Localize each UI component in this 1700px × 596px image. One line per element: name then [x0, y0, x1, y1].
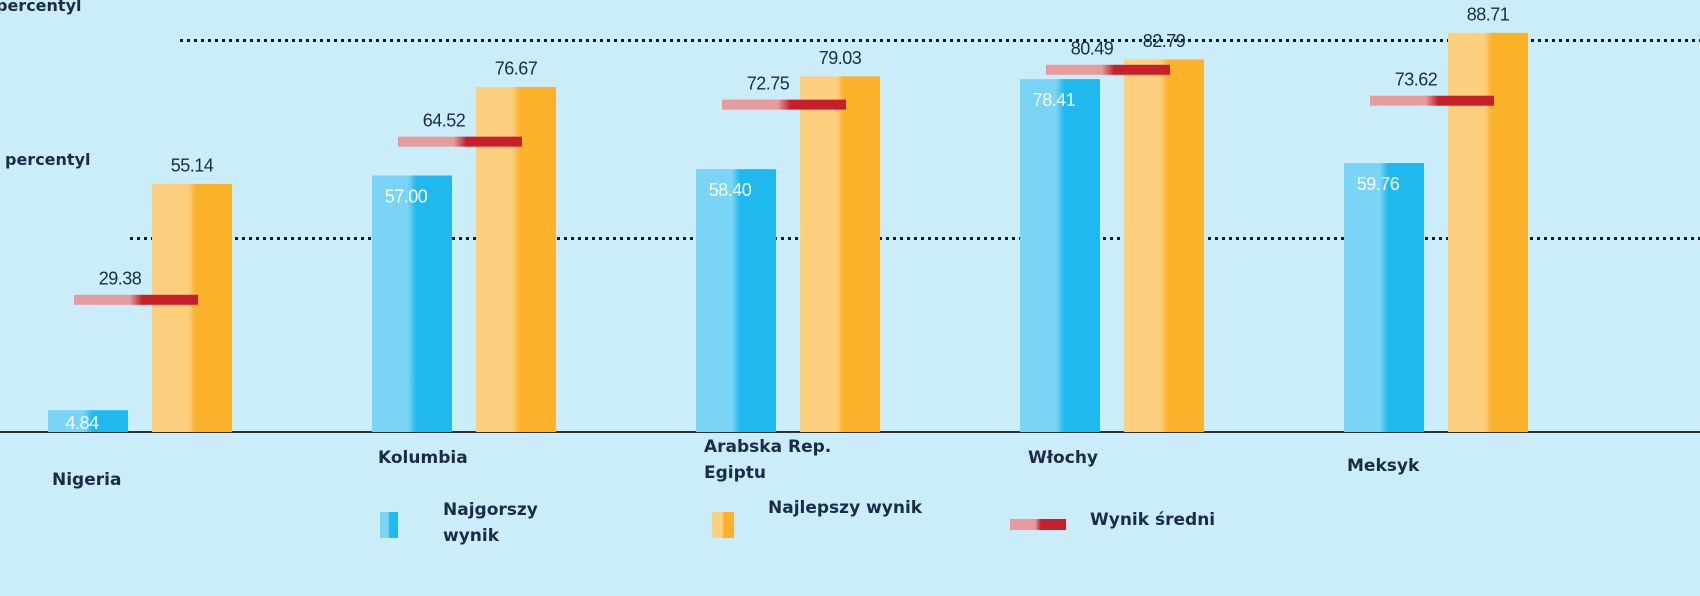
value-label: 82.79 — [1143, 31, 1186, 51]
marker — [74, 294, 198, 305]
legend-swatch — [712, 512, 734, 538]
bar — [1124, 59, 1204, 432]
category-label: Nigeria — [52, 470, 122, 490]
marker — [1046, 64, 1170, 75]
value-label: 4.84 — [65, 413, 99, 433]
legend-label: Najlepszy wynik — [768, 498, 923, 518]
marker — [1370, 95, 1494, 106]
value-label: 59.76 — [1357, 174, 1400, 194]
value-label: 29.38 — [99, 269, 142, 289]
value-label: 78.41 — [1033, 90, 1076, 110]
value-label: 58.40 — [709, 180, 752, 200]
bar — [152, 183, 232, 432]
value-label: 80.49 — [1071, 39, 1114, 59]
value-label: 57.00 — [385, 186, 428, 206]
bar — [696, 169, 776, 432]
category-label: Włochy — [1028, 448, 1099, 468]
category-label: Meksyk — [1347, 456, 1420, 476]
bar — [372, 175, 452, 432]
value-label: 72.75 — [747, 73, 790, 93]
legend-label: Najgorszy wynik — [443, 500, 538, 546]
marker — [722, 99, 846, 110]
category-label: Kolumbia — [378, 448, 468, 468]
value-label: 55.14 — [171, 156, 214, 176]
legend-label: Wynik średni — [1090, 510, 1216, 530]
value-label: 64.52 — [423, 110, 466, 130]
legend-swatch — [1010, 519, 1066, 530]
reference-label: y percentyl — [0, 0, 81, 15]
value-label: 79.03 — [819, 48, 862, 68]
reference-label: percentyl — [5, 150, 90, 169]
value-label: 76.67 — [495, 59, 538, 79]
value-label: 88.71 — [1467, 5, 1510, 25]
bar — [1448, 32, 1528, 433]
bar — [48, 410, 128, 432]
bar — [800, 76, 880, 433]
category-label: Arabska Rep. Egiptu — [704, 437, 832, 483]
value-label: 73.62 — [1395, 69, 1438, 89]
marker — [398, 136, 522, 147]
bar — [1020, 79, 1100, 432]
legend-swatch — [380, 512, 398, 538]
bar — [1344, 163, 1424, 432]
